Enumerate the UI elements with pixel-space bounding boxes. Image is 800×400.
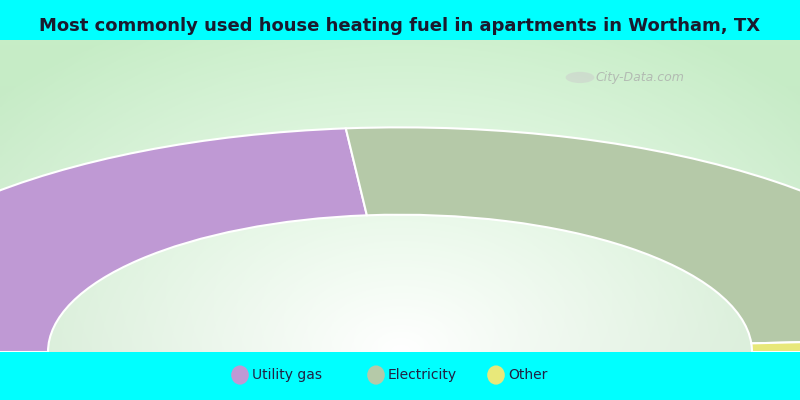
Text: City-Data.com: City-Data.com [595, 71, 685, 84]
Text: Other: Other [508, 368, 547, 382]
Text: Most commonly used house heating fuel in apartments in Wortham, TX: Most commonly used house heating fuel in… [39, 17, 761, 35]
Text: Utility gas: Utility gas [252, 368, 322, 382]
Circle shape [566, 72, 594, 83]
Ellipse shape [487, 366, 505, 385]
Ellipse shape [367, 366, 385, 385]
Text: Electricity: Electricity [388, 368, 457, 382]
Wedge shape [346, 127, 800, 343]
Wedge shape [0, 128, 367, 352]
Wedge shape [751, 338, 800, 352]
Ellipse shape [231, 366, 249, 385]
